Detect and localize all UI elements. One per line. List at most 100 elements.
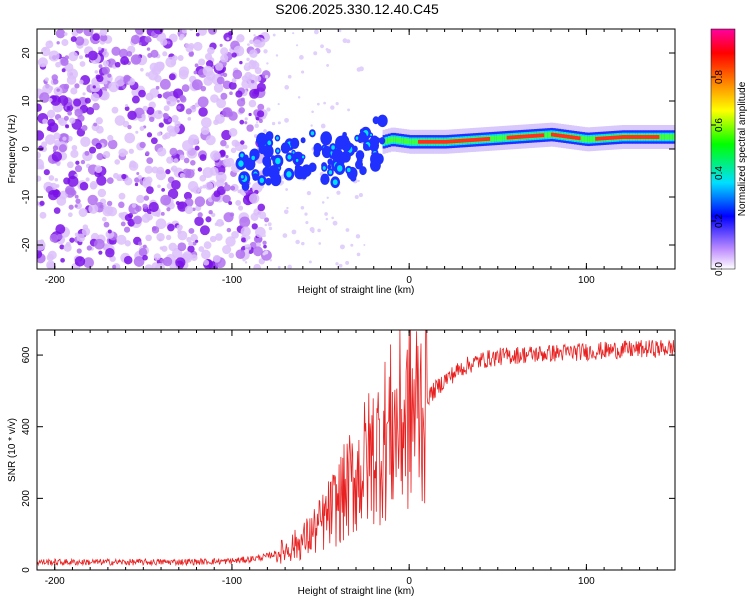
noise-blob [85, 177, 90, 182]
noise-blob [142, 203, 148, 209]
band-green [504, 134, 508, 141]
noise-blob [118, 201, 125, 209]
noise-speckle [326, 196, 329, 199]
noise-blob [153, 253, 161, 261]
noise-blob [193, 70, 198, 75]
noise-speckle [268, 226, 273, 231]
noise-speckle [266, 107, 271, 112]
noise-speckle [342, 38, 348, 44]
noise-blob [121, 173, 127, 180]
noise-blob [107, 134, 114, 142]
transition-blob [352, 145, 358, 153]
transition-blob [242, 154, 249, 162]
noise-blob [155, 218, 167, 230]
noise-speckle [300, 206, 305, 210]
colorbar-ticks: 0.0 0.2 0.4 0.6 0.8 [711, 70, 725, 276]
band-core [611, 135, 615, 140]
noise-blob [74, 194, 79, 199]
noise-blob [220, 92, 228, 100]
noise-blob [46, 260, 56, 269]
noise-blob [137, 174, 143, 180]
noise-blob [222, 244, 232, 255]
band-core [426, 139, 430, 144]
noise-blob [37, 103, 42, 112]
noise-blob [231, 78, 237, 83]
band-core [444, 139, 448, 144]
noise-blob [90, 92, 100, 102]
noise-blob [231, 231, 239, 239]
noise-blob [48, 85, 54, 91]
noise-speckle [287, 74, 292, 79]
noise-blob [228, 81, 237, 90]
noise-blob [244, 121, 248, 125]
noise-blob [48, 98, 53, 103]
spectrogram-xtick-label: -100 [222, 275, 242, 286]
noise-blob [239, 216, 251, 228]
noise-blob [175, 200, 180, 206]
noise-blob [185, 108, 192, 115]
noise-blob [188, 227, 195, 234]
band-core [465, 138, 469, 143]
noise-blob [225, 144, 229, 149]
band-core [538, 133, 542, 138]
band-core [605, 136, 609, 140]
noise-blob [168, 73, 176, 81]
band-core [637, 135, 641, 139]
noise-blob [123, 255, 133, 265]
noise-blob [146, 186, 154, 194]
transition-blob [255, 136, 263, 145]
noise-blob [71, 144, 78, 151]
snr-xlabel: Height of straight line (km) [298, 586, 415, 597]
noise-blob [249, 49, 258, 58]
band-core [572, 135, 576, 140]
noise-speckle [318, 242, 322, 245]
noise-speckle [263, 49, 268, 54]
noise-blob [216, 76, 225, 85]
noise-blob [190, 233, 198, 242]
noise-blob [220, 54, 229, 63]
noise-speckle [338, 29, 342, 33]
noise-speckle [355, 234, 361, 239]
noise-blob [52, 145, 59, 151]
noise-blob [253, 189, 259, 195]
noise-blob [248, 193, 260, 204]
band-green [494, 135, 498, 142]
band-core [541, 133, 545, 138]
noise-blob [171, 115, 179, 123]
noise-blob [124, 132, 136, 144]
noise-blob [45, 40, 54, 49]
noise-blob [87, 50, 98, 61]
noise-blob [204, 181, 214, 191]
band-core [468, 138, 472, 143]
noise-blob [68, 51, 79, 62]
band-core [506, 135, 510, 140]
colorbar: 0.0 0.2 0.4 0.6 0.8 Normalized spectral ampl… [710, 28, 748, 276]
noise-blob [264, 217, 270, 223]
band-green [488, 135, 492, 142]
band-green [661, 134, 665, 140]
noise-blob [106, 177, 114, 185]
noise-blob [153, 110, 164, 120]
noise-speckle [357, 179, 360, 182]
noise-blob [161, 245, 168, 252]
noise-blob [125, 103, 129, 107]
band-core [561, 134, 565, 138]
colorbar-gradient [710, 28, 736, 270]
band-core [574, 135, 578, 140]
noise-blob [241, 79, 251, 89]
band-green [667, 134, 671, 140]
noise-blob [148, 70, 159, 81]
noise-blob [138, 89, 146, 98]
band-core [621, 135, 625, 139]
noise-speckle [321, 201, 325, 204]
noise-blob [53, 132, 61, 140]
noise-blob [141, 113, 146, 119]
band-core [553, 133, 557, 137]
spectrogram-ytick-label: 20 [21, 47, 32, 59]
noise-blob [103, 48, 108, 52]
noise-blob [99, 204, 104, 209]
noise-blob [177, 229, 182, 235]
transition-blob [359, 166, 367, 176]
noise-blob [177, 242, 187, 252]
snr-ticks: -200 -100 0 100 0 200 400 600 [21, 330, 676, 587]
